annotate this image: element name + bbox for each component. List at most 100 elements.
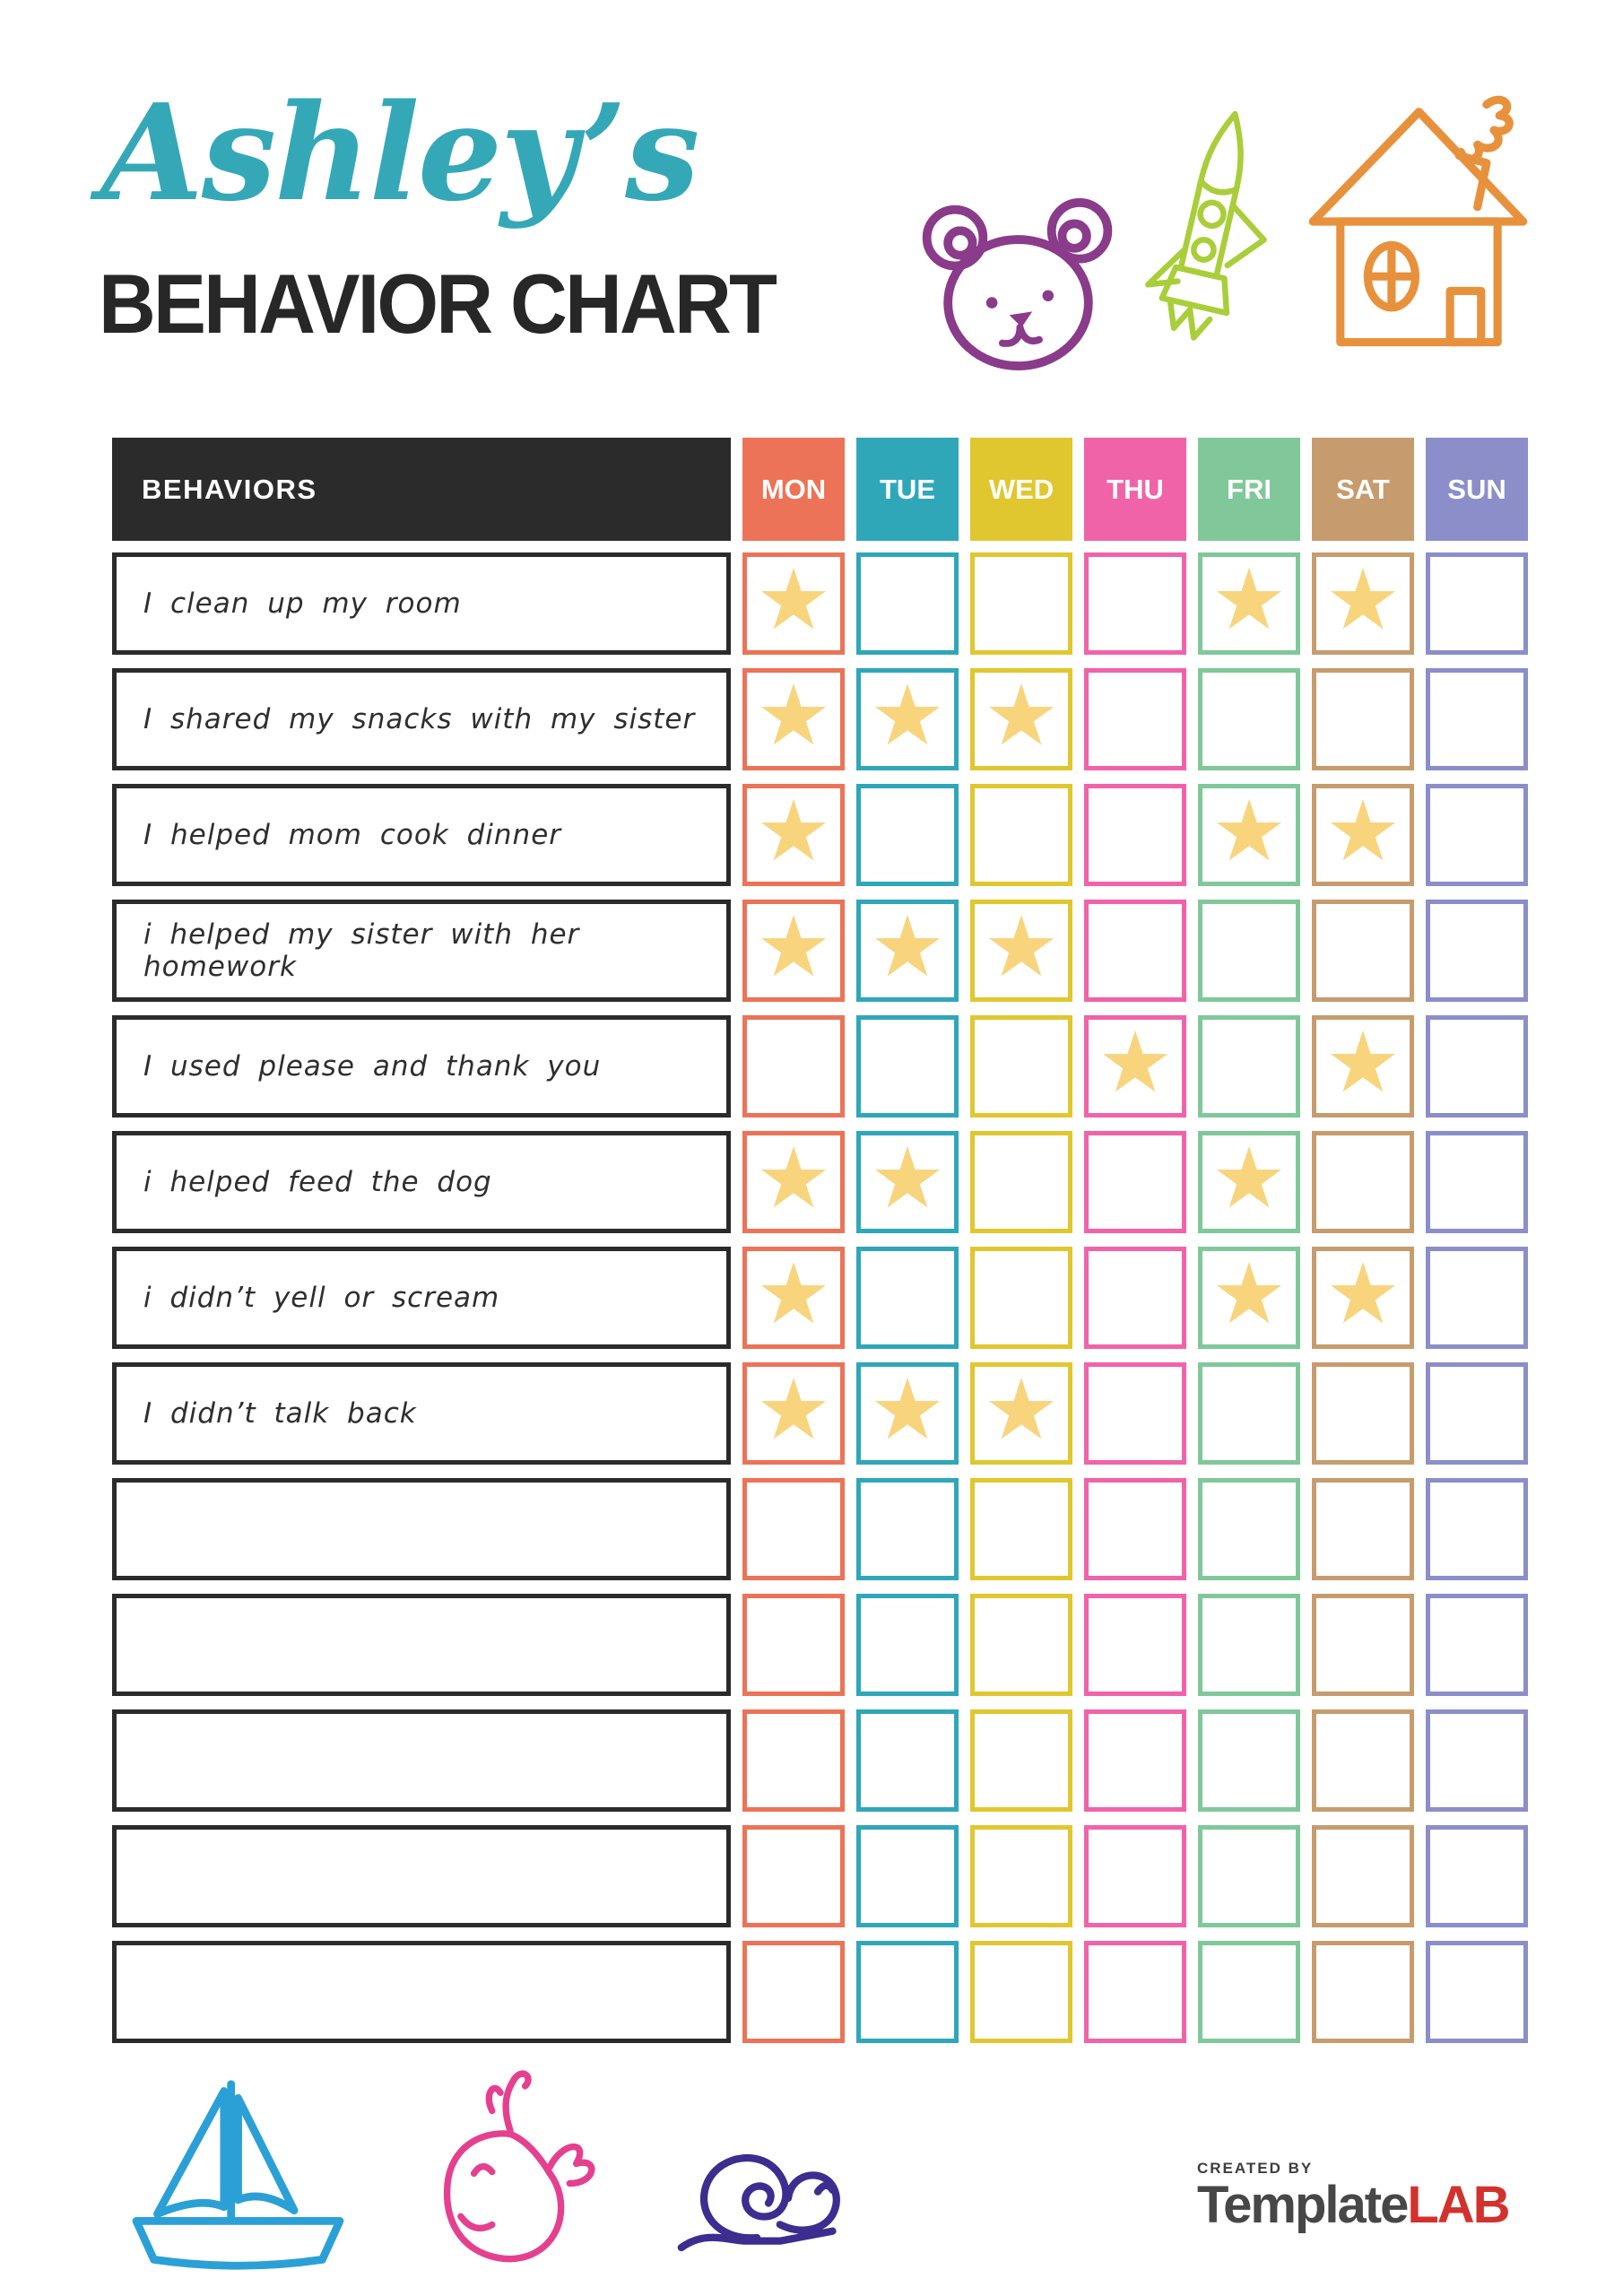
table-header-row: BEHAVIORS MON TUE WED THU FRI SAT SUN <box>112 438 1528 541</box>
day-cell-thu <box>1084 668 1186 770</box>
star-icon: ★ <box>1324 1247 1402 1341</box>
day-cell-thu <box>1084 552 1186 655</box>
day-cell-mon: ★ <box>742 784 845 886</box>
behavior-row: i helped my sister with her homework ★ ★ ★ <box>112 900 1528 1002</box>
behavior-label-text: I used please and thank you <box>143 1050 602 1083</box>
day-cell-mon <box>742 1478 845 1580</box>
day-cell-mon <box>742 1825 845 1927</box>
day-header-sat: SAT <box>1312 438 1414 541</box>
day-cell-sat: ★ <box>1312 1015 1414 1118</box>
behavior-label <box>112 1594 731 1696</box>
star-icon: ★ <box>755 552 832 647</box>
star-icon: ★ <box>755 1362 832 1457</box>
behavior-row <box>112 1825 1528 1927</box>
star-icon: ★ <box>755 784 832 878</box>
star-icon: ★ <box>1324 552 1402 647</box>
behavior-row: i didn’t yell or scream ★ ★ ★ <box>112 1247 1528 1349</box>
star-icon: ★ <box>983 1362 1060 1457</box>
day-cell-sat <box>1312 1131 1414 1233</box>
day-cell-mon <box>742 1941 845 2043</box>
behavior-label-text: I helped mom cook dinner <box>143 819 562 851</box>
day-cell-tue <box>856 1478 959 1580</box>
day-cell-tue <box>856 552 959 655</box>
day-cell-wed <box>970 1709 1072 1812</box>
day-cell-thu: ★ <box>1084 1015 1186 1118</box>
star-icon: ★ <box>755 900 832 994</box>
day-cell-wed: ★ <box>970 668 1072 770</box>
day-cell-fri: ★ <box>1198 1247 1300 1349</box>
snail-doodle-icon <box>656 2109 881 2257</box>
created-by-label: CREATED BY <box>1197 2160 1314 2177</box>
day-cell-mon: ★ <box>742 1131 845 1233</box>
day-cell-tue <box>856 1825 959 1927</box>
behavior-label-text: I shared my snacks with my sister <box>143 703 696 735</box>
behavior-label <box>112 1825 731 1927</box>
behavior-row <box>112 1709 1528 1812</box>
day-cell-tue <box>856 1015 959 1118</box>
day-cell-fri <box>1198 900 1300 1002</box>
day-cell-thu <box>1084 900 1186 1002</box>
day-cell-sat <box>1312 1709 1414 1812</box>
day-cell-sun <box>1426 784 1528 886</box>
day-cell-fri: ★ <box>1198 552 1300 655</box>
day-cell-fri: ★ <box>1198 1131 1300 1233</box>
day-header-wed: WED <box>970 438 1072 541</box>
day-cell-sun <box>1426 1941 1528 2043</box>
day-cell-sat <box>1312 668 1414 770</box>
day-cell-tue: ★ <box>856 668 959 770</box>
day-cell-tue <box>856 1247 959 1349</box>
behavior-label: i helped my sister with her homework <box>112 900 731 1002</box>
behavior-label-text: i helped feed the dog <box>143 1166 492 1198</box>
star-icon: ★ <box>1211 1247 1288 1341</box>
day-header-mon: MON <box>742 438 845 541</box>
day-cell-fri: ★ <box>1198 784 1300 886</box>
day-cell-thu <box>1084 1247 1186 1349</box>
day-cell-thu <box>1084 1941 1186 2043</box>
star-icon: ★ <box>755 1247 832 1341</box>
star-icon: ★ <box>1211 784 1288 878</box>
rocket-doodle-icon <box>1123 74 1289 410</box>
behavior-row: I used please and thank you ★ ★ <box>112 1015 1528 1118</box>
behavior-row: I didn’t talk back ★ ★ ★ <box>112 1362 1528 1465</box>
behavior-row <box>112 1478 1528 1580</box>
day-cell-sun <box>1426 668 1528 770</box>
day-cell-sun <box>1426 900 1528 1002</box>
behaviors-column-header: BEHAVIORS <box>112 438 731 541</box>
day-cell-wed <box>970 1825 1072 1927</box>
star-icon: ★ <box>869 1362 946 1457</box>
day-cell-tue <box>856 1941 959 2043</box>
day-cell-mon <box>742 1709 845 1812</box>
day-cell-wed <box>970 784 1072 886</box>
day-cell-tue: ★ <box>856 1362 959 1465</box>
day-cell-sat <box>1312 1825 1414 1927</box>
star-icon: ★ <box>755 668 832 762</box>
day-cell-sun <box>1426 1825 1528 1927</box>
day-cell-mon: ★ <box>742 1362 845 1465</box>
star-icon: ★ <box>983 900 1060 994</box>
day-cell-thu <box>1084 1131 1186 1233</box>
star-icon: ★ <box>755 1131 832 1225</box>
day-cell-sun <box>1426 1478 1528 1580</box>
bear-doodle-icon <box>913 190 1124 378</box>
day-cell-wed: ★ <box>970 900 1072 1002</box>
behavior-label-text: I clean up my room <box>143 587 462 620</box>
day-cell-thu <box>1084 784 1186 886</box>
day-cell-fri <box>1198 1478 1300 1580</box>
behavior-table: BEHAVIORS MON TUE WED THU FRI SAT SUN I clean … <box>112 438 1528 2057</box>
day-cell-thu <box>1084 1478 1186 1580</box>
behavior-label: I shared my snacks with my sister <box>112 668 731 770</box>
day-cell-mon <box>742 1015 845 1118</box>
day-cell-wed <box>970 1015 1072 1118</box>
day-header-thu: THU <box>1084 438 1186 541</box>
behavior-row: I shared my snacks with my sister ★ ★ ★ <box>112 668 1528 770</box>
day-header-tue: TUE <box>856 438 959 541</box>
day-header-fri: FRI <box>1198 438 1300 541</box>
day-cell-wed <box>970 1941 1072 2043</box>
day-cell-wed <box>970 552 1072 655</box>
star-icon: ★ <box>983 668 1060 762</box>
behavior-label <box>112 1709 731 1812</box>
day-cell-wed: ★ <box>970 1362 1072 1465</box>
day-cell-sun <box>1426 1131 1528 1233</box>
day-cell-thu <box>1084 1709 1186 1812</box>
brand-wordmark: TemplateLAB <box>1197 2179 1511 2231</box>
